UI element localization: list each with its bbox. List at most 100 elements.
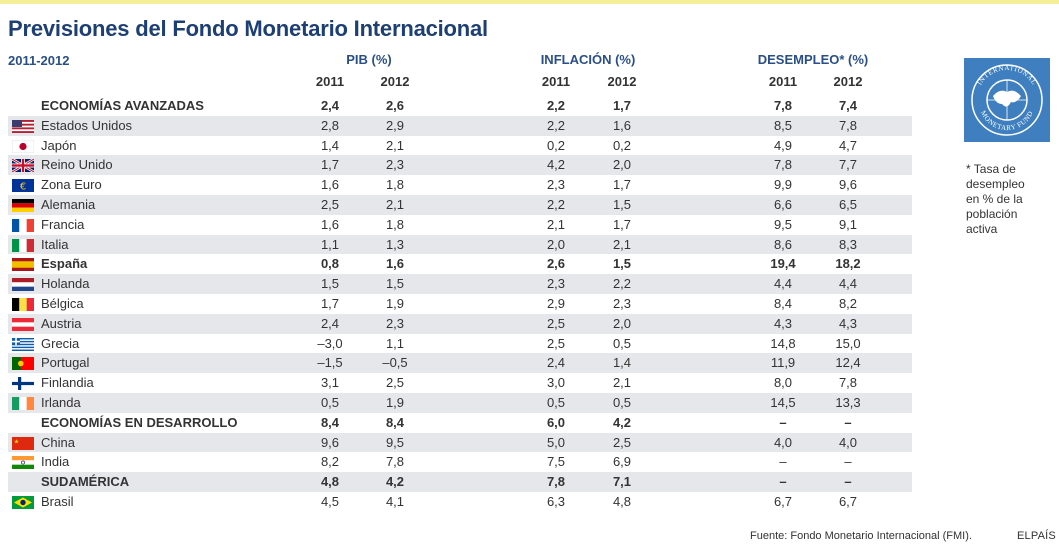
table-cell: 2,2 [546,117,566,133]
table-row: Finlandia 3,1 2,5 3,0 2,1 8,0 7,8 [8,373,912,393]
table-cell: 9,1 [838,216,858,232]
austria-flag-icon [12,317,34,331]
table-cell: 4,3 [773,315,793,331]
footnote-line: * Tasa de [966,162,1016,176]
footnote-line: población [966,207,1018,221]
table-cell: 2,1 [546,216,566,232]
table-cell: 4,4 [773,276,793,292]
table-cell: 2,6 [385,98,405,113]
table-cell: 9,6 [320,434,340,450]
row-label: Brasil [41,494,74,509]
table-cell: 2,2 [546,197,566,212]
table-cell: 1,8 [385,177,405,193]
table-cell: 1,5 [385,276,405,292]
svg-text:€: € [20,182,26,193]
table-cell: 2,5 [320,197,340,212]
table-cell: 14,5 [770,395,796,410]
table-cell: 1,6 [385,256,405,272]
table-cell: – [779,474,787,490]
spain-flag-icon [12,258,34,272]
table-cell: 2,5 [385,375,405,391]
table-row: España 0,8 1,6 2,6 1,5 19,4 18,2 [8,254,912,274]
table-cell: 4,2 [385,474,405,490]
table-cell: 8,2 [320,454,340,470]
row-label: Holanda [41,276,90,292]
table-cell: 4,7 [838,137,858,153]
euro-flag-icon: € [12,179,34,193]
netherlands-flag-icon [12,278,34,292]
table-cell: 2,3 [385,315,405,331]
pib-header: PIB (%) [346,52,392,67]
footnote-line: activa [966,222,998,236]
table-cell: 2,6 [546,256,566,272]
table-cell: 8,0 [773,375,793,391]
table-cell: 6,7 [838,494,858,509]
table-cell: 2,0 [612,157,632,173]
table-cell: 1,6 [320,177,340,193]
table-cell: 0,5 [612,335,632,351]
table-cell: 2,4 [320,98,340,113]
table-cell: 8,4 [385,414,405,430]
table-cell: 4,8 [320,474,340,490]
row-label: India [41,454,70,470]
period-label: 2011-2012 [8,53,70,68]
footnote-line: en % de la [966,192,1023,206]
table-row: Estados Unidos 2,8 2,9 2,2 1,6 8,5 7,8 [8,115,912,136]
footnote-line: desempleo [966,177,1025,191]
table-cell: 1,5 [320,276,340,292]
table-cell: 0,2 [546,137,566,153]
table-cell: 4,8 [612,494,632,509]
table-cell: 2,3 [385,157,405,173]
table-cell: 2,3 [612,296,632,311]
table-cell: 4,1 [385,494,405,509]
portugal-flag-icon [12,357,34,371]
table-cell: 2,1 [385,137,405,153]
table-cell: 11,9 [770,355,796,371]
china-flag-icon: ★ [12,436,34,450]
desempleo-header: DESEMPLEO* (%) [757,52,869,67]
table-cell: 13,3 [835,395,861,410]
row-label: Reino Unido [41,157,113,173]
row-label: SUDAMÉRICA [41,474,130,490]
table-cell: 2,3 [546,177,566,193]
pib-year-2012: 2012 [380,74,410,89]
table-cell: 7,8 [838,117,858,133]
table-cell: 1,3 [385,236,405,252]
table-cell: 9,6 [838,177,858,193]
table-cell: 1,4 [320,137,340,153]
table-cell: 2,2 [612,276,632,292]
table-cell: – [779,414,787,430]
table-cell: 7,7 [838,157,858,173]
footnote: * Tasa de desempleo en % de la población… [966,162,1025,237]
table-cell: 1,5 [612,197,632,212]
table-cell: 2,4 [320,315,340,331]
table-cell: 1,7 [320,296,340,311]
table-cell: 2,5 [612,434,632,450]
row-label: Finlandia [41,375,94,391]
row-label: Francia [41,216,85,232]
table-cell: 8,2 [838,296,858,311]
ireland-flag-icon [12,397,34,410]
table-cell: – [844,454,852,470]
table-cell: 4,2 [612,414,632,430]
row-label: Alemania [41,197,96,212]
inflacion-year-2011: 2011 [541,74,571,89]
table-cell: 2,1 [385,197,405,212]
row-label: Estados Unidos [41,117,133,133]
table-cell: 2,9 [546,296,566,311]
brazil-flag-icon [12,496,34,509]
table-cell: 9,5 [385,434,405,450]
table-cell: 2,8 [320,117,340,133]
table-cell: 8,3 [838,236,858,252]
row-label: Grecia [41,335,80,351]
table-cell: 0,5 [546,395,566,410]
table-cell: 9,5 [773,216,793,232]
brand-label: ELPAÍS [1017,530,1056,542]
table-cell: 2,2 [546,98,566,113]
table-cell: 6,7 [773,494,793,509]
table-cell: 2,1 [612,375,632,391]
table-cell: 4,9 [773,137,793,153]
table-cell: 1,8 [385,216,405,232]
table-cell: 2,5 [546,335,566,351]
table-cell: 4,0 [773,434,793,450]
